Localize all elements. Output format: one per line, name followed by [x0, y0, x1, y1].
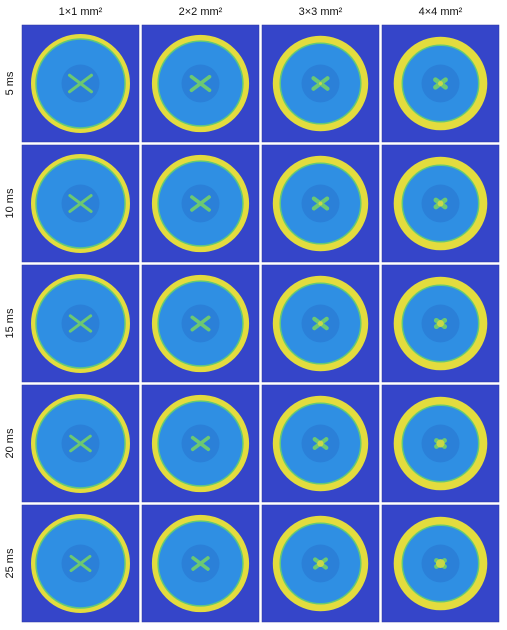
phantom-ring-outer: [393, 156, 488, 251]
cross-center: [438, 81, 443, 86]
phantom-ring-outer: [31, 154, 130, 253]
phantom-ring-inner: [157, 280, 244, 367]
phantom-ring-inner: [157, 400, 244, 487]
row-label: 15 ms: [4, 308, 16, 338]
phantom-ring-outer: [151, 154, 250, 253]
image-tile: [261, 504, 380, 623]
image-tile: [21, 264, 140, 383]
phantom-ring-inner: [35, 398, 126, 489]
phantom-ring-inner: [157, 40, 244, 127]
phantom-ring-inner: [401, 404, 480, 483]
phantom-ring-outer: [31, 514, 130, 613]
phantom-ring-outer: [393, 36, 488, 131]
cross-arm: [190, 435, 211, 452]
cross-center: [318, 201, 323, 206]
row-label: 10 ms: [4, 188, 16, 218]
row-label: 20 ms: [4, 428, 16, 458]
phantom-ring-outer: [151, 514, 250, 613]
image-tile: [21, 144, 140, 263]
cross-arm: [190, 315, 211, 332]
column-header: 3×3 mm²: [299, 6, 343, 18]
image-tile: [381, 144, 500, 263]
image-tile: [261, 24, 380, 143]
phantom-ring-outer: [393, 276, 488, 371]
cross-center: [317, 440, 324, 447]
phantom-ring-outer: [31, 394, 130, 493]
phantom-ring-inner: [35, 158, 126, 249]
phantom-ring-inner: [279, 522, 362, 605]
phantom-ring-outer: [272, 155, 369, 252]
phantom-ring-inner: [35, 278, 126, 369]
phantom-ring-inner: [401, 164, 480, 243]
image-tile: [21, 384, 140, 503]
cross-center: [437, 320, 444, 327]
phantom-ring-inner: [279, 42, 362, 125]
cross-arm: [191, 556, 210, 571]
phantom-ring-inner: [35, 38, 126, 129]
phantom-ring-outer: [31, 274, 130, 373]
cross-arm: [68, 73, 93, 94]
cross-center: [319, 82, 322, 85]
phantom-ring-outer: [272, 35, 369, 132]
image-tile: [381, 264, 500, 383]
cross-arm: [190, 195, 211, 212]
cross-arm: [69, 434, 92, 453]
phantom-ring-outer: [151, 274, 250, 373]
cross-center: [318, 321, 323, 326]
cross-arm: [68, 314, 93, 333]
image-tile: [21, 504, 140, 623]
image-tile: [141, 384, 260, 503]
phantom-ring-outer: [393, 396, 488, 491]
image-tile: [141, 24, 260, 143]
phantom-ring-outer: [31, 34, 130, 133]
phantom-ring-outer: [151, 34, 250, 133]
column-header: 4×4 mm²: [419, 6, 463, 18]
cross-center: [317, 560, 324, 567]
phantom-ring-inner: [401, 524, 480, 603]
cross-arm: [68, 194, 93, 213]
column-header: 2×2 mm²: [179, 6, 223, 18]
phantom-ring-outer: [151, 394, 250, 493]
cross-arm: [189, 74, 212, 93]
cross-arm: [69, 554, 92, 573]
column-header: 1×1 mm²: [59, 6, 103, 18]
image-tile: [381, 504, 500, 623]
cross-center: [436, 559, 445, 568]
phantom-ring-inner: [279, 162, 362, 245]
phantom-ring-outer: [272, 275, 369, 372]
phantom-ring-inner: [279, 282, 362, 365]
image-tile: [261, 264, 380, 383]
image-tile: [381, 384, 500, 503]
phantom-ring-inner: [157, 520, 244, 607]
phantom-ring-outer: [393, 516, 488, 611]
row-label: 25 ms: [4, 548, 16, 578]
phantom-ring-outer: [272, 515, 369, 612]
cross-center: [437, 200, 444, 207]
phantom-ring-inner: [279, 402, 362, 485]
phantom-ring-inner: [35, 518, 126, 609]
cross-center: [436, 439, 445, 448]
image-tile: [381, 24, 500, 143]
row-label: 5 ms: [4, 71, 16, 95]
phantom-ring-inner: [401, 284, 480, 363]
image-tile: [141, 264, 260, 383]
image-tile: [141, 144, 260, 263]
image-tile: [21, 24, 140, 143]
phantom-ring-inner: [157, 160, 244, 247]
image-tile: [261, 384, 380, 503]
image-tile: [141, 504, 260, 623]
image-tile: [261, 144, 380, 263]
phantom-ring-outer: [272, 395, 369, 492]
phantom-ring-inner: [401, 44, 480, 123]
